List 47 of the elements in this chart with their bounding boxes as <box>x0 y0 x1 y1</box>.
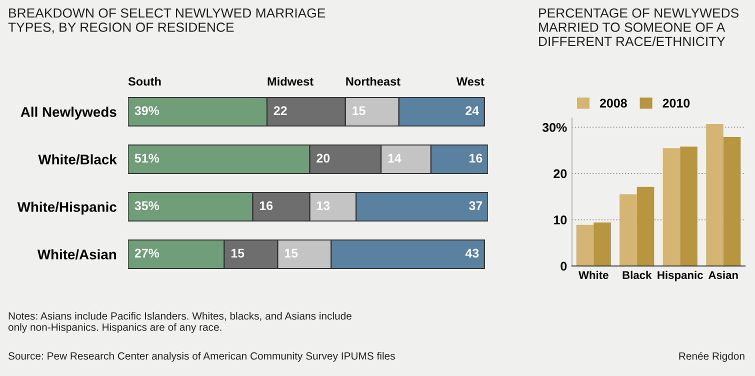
data-label: 14 <box>388 154 402 162</box>
bar <box>576 224 594 266</box>
y-tick-label: 0 <box>560 262 567 271</box>
legend-label: 2008 <box>600 98 627 108</box>
y-tick-label: All Newlyweds <box>20 106 116 120</box>
y-tick-label: White/Asian <box>37 249 116 260</box>
data-label: 13 <box>316 201 330 210</box>
data-label: 16 <box>260 201 273 210</box>
data-label: 15 <box>284 248 298 258</box>
bar <box>594 222 611 266</box>
bar <box>680 146 698 266</box>
y-tick-label: 30% <box>542 123 567 132</box>
series-label: South <box>128 76 161 86</box>
data-label: 16 <box>470 154 482 163</box>
series-label: Midwest <box>268 76 314 86</box>
series-label: Northeast <box>346 76 400 86</box>
data-label: 35% <box>134 201 160 210</box>
data-label: 43 <box>465 248 479 258</box>
data-label: 15 <box>231 248 244 258</box>
y-tick-label: 20 <box>554 169 567 178</box>
x-tick-label: Asian <box>708 270 738 280</box>
chart-title: BREAKDOWN OF SELECT NEWLYWED MARRIAGE TYPES, BY REGION OF RESIDENCE <box>8 8 326 34</box>
data-label: 20 <box>316 154 330 163</box>
legend-label: 2010 <box>662 98 690 108</box>
bar <box>723 136 741 266</box>
y-tick-label: White/Black <box>38 154 117 165</box>
data-label: 39% <box>134 106 160 116</box>
data-label: 24 <box>466 106 480 115</box>
x-tick-label: Black <box>622 270 652 280</box>
data-label: 27% <box>134 248 160 258</box>
y-tick-label: 10 <box>554 216 567 224</box>
data-label: 15 <box>352 106 366 116</box>
text: Notes: Asians include Pacific Islanders. Whites, blacks, and Asians include only non-Hispanics. Hispanics are of any race. <box>8 312 352 333</box>
y-tick-label: White/Hispanic <box>17 202 116 215</box>
chart-title: PERCENTAGE OF NEWLYWEDS MARRIED TO SOMEONE OF A DIFFERENT RACE/ETHNICITY <box>539 8 739 46</box>
x-tick-label: White <box>578 270 608 280</box>
data-label: 51% <box>134 154 160 163</box>
data-label: 22 <box>274 106 287 115</box>
source-note: Source: Pew Research Center analysis of American Community Survey IPUMS files <box>8 352 395 362</box>
bar <box>636 186 654 266</box>
series-label: West <box>456 77 484 86</box>
bar <box>706 124 724 266</box>
bar <box>662 148 680 266</box>
text: Renée Rigdon <box>679 352 744 362</box>
x-tick-label: Hispanic <box>658 270 703 282</box>
data-label: 37 <box>469 201 482 210</box>
bar <box>620 194 637 266</box>
